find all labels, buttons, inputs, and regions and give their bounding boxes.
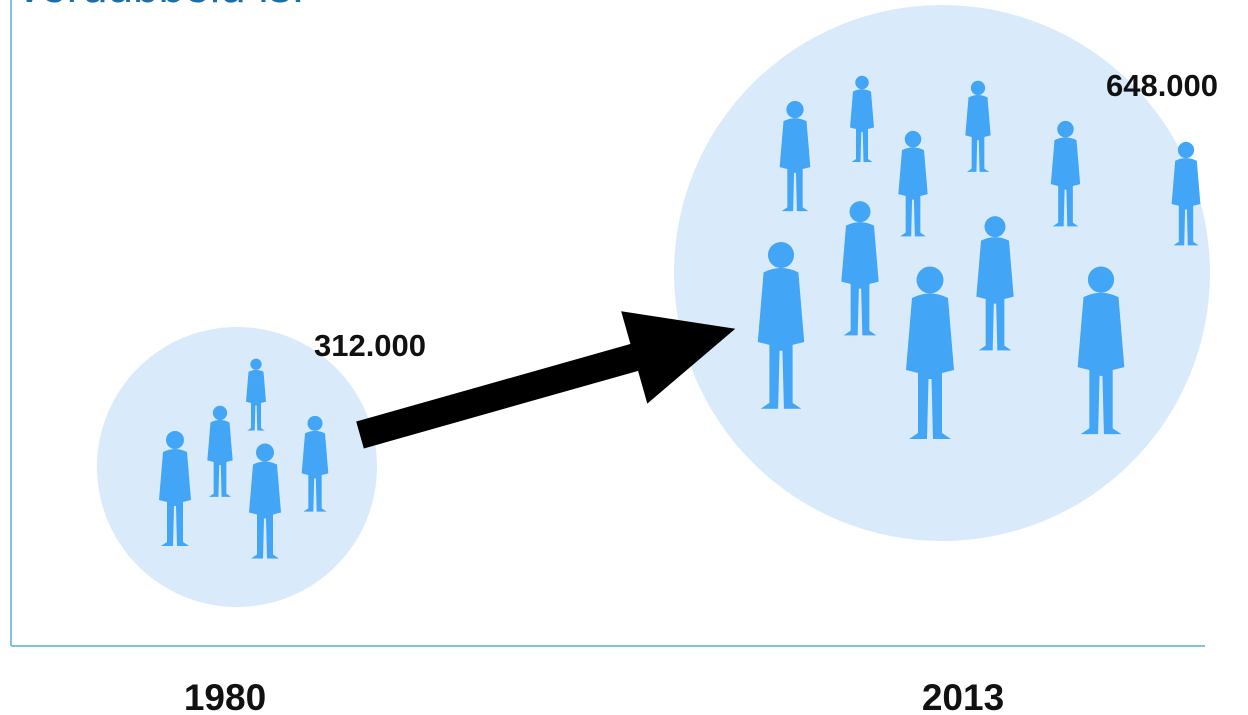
count-label: 648.000 — [1106, 68, 1218, 103]
circle-2013 — [674, 5, 1210, 541]
arrow — [356, 311, 736, 449]
year-label: 2013 — [922, 677, 1004, 715]
year-label: 1980 — [184, 677, 266, 715]
count-label: 312.000 — [314, 328, 426, 363]
circle-1980 — [97, 327, 377, 607]
title: verdubbeld is! — [18, 0, 304, 12]
